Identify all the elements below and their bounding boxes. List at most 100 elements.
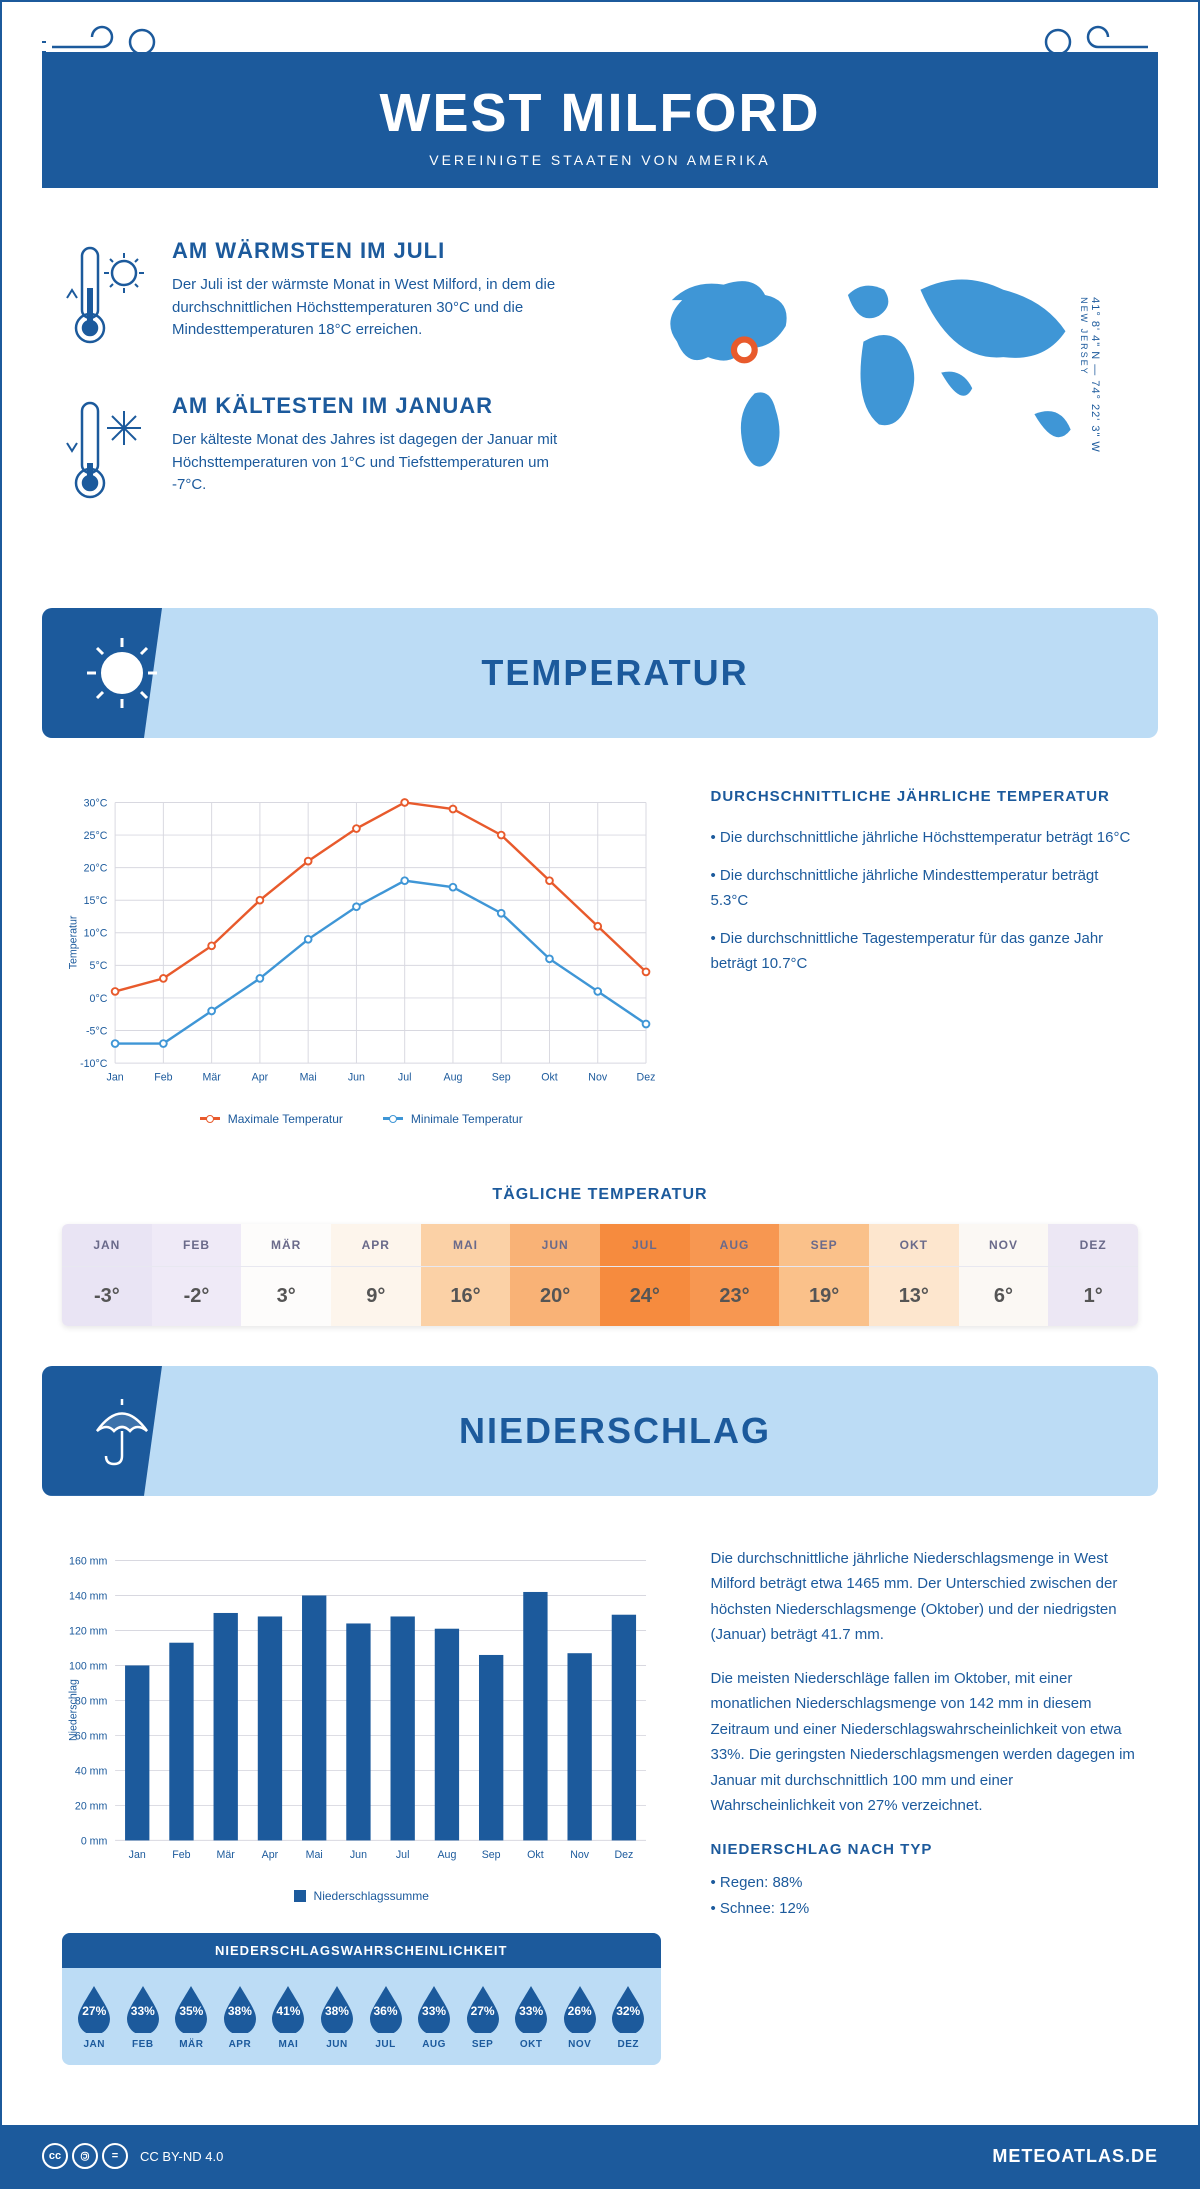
svg-text:25°C: 25°C <box>84 830 108 842</box>
temp-month-value: 13° <box>869 1267 959 1326</box>
precip-desc: Die meisten Niederschläge fallen im Okto… <box>711 1666 1139 1819</box>
coordinates: 41° 8' 4" N — 74° 22' 3" W NEW JERSEY <box>1079 297 1101 453</box>
umbrella-icon <box>82 1391 162 1471</box>
coldest-text: Der kälteste Monat des Jahres ist dagege… <box>172 429 580 497</box>
svg-text:Apr: Apr <box>262 1849 279 1861</box>
svg-text:Jul: Jul <box>398 1071 412 1083</box>
warmest-text: Der Juli ist der wärmste Monat in West M… <box>172 274 580 342</box>
svg-text:Mai: Mai <box>300 1071 317 1083</box>
svg-text:Apr: Apr <box>252 1071 269 1083</box>
prob-cell: 27% SEP <box>460 1983 505 2050</box>
temp-month-header: DEZ <box>1048 1224 1138 1267</box>
temp-month-header: MÄR <box>241 1224 331 1267</box>
temp-month-header: OKT <box>869 1224 959 1267</box>
temp-month-value: 9° <box>331 1267 421 1326</box>
daily-temp-grid: JANFEBMÄRAPRMAIJUNJULAUGSEPOKTNOVDEZ-3°-… <box>62 1224 1138 1326</box>
prob-cell: 33% OKT <box>509 1983 554 2050</box>
temp-month-header: SEP <box>779 1224 869 1267</box>
header-banner: WEST MILFORD VEREINIGTE STAATEN VON AMER… <box>42 52 1158 188</box>
svg-text:80 mm: 80 mm <box>75 1695 108 1707</box>
svg-text:Sep: Sep <box>492 1071 511 1083</box>
precipitation-bar-chart: 0 mm20 mm40 mm60 mm80 mm100 mm120 mm140 … <box>62 1546 661 1874</box>
svg-text:120 mm: 120 mm <box>69 1625 107 1637</box>
svg-text:Jun: Jun <box>348 1071 365 1083</box>
prob-cell: 33% AUG <box>412 1983 457 2050</box>
svg-text:Niederschlag: Niederschlag <box>67 1679 79 1741</box>
precip-rain: • Regen: 88% <box>711 1870 1139 1896</box>
precip-type-title: NIEDERSCHLAG NACH TYP <box>711 1837 1139 1863</box>
temp-month-value: 20° <box>510 1267 600 1326</box>
prob-cell: 32% DEZ <box>606 1983 651 2050</box>
thermometer-sun-icon <box>62 238 152 358</box>
svg-text:Feb: Feb <box>154 1071 172 1083</box>
prob-cell: 27% JAN <box>72 1983 117 2050</box>
warmest-fact: AM WÄRMSTEN IM JULI Der Juli ist der wär… <box>62 238 580 358</box>
svg-text:5°C: 5°C <box>90 960 108 972</box>
footer: cc 🄯 = CC BY-ND 4.0 METEOATLAS.DE <box>2 2125 1198 2187</box>
temp-month-value: 6° <box>959 1267 1049 1326</box>
svg-text:Mär: Mär <box>217 1849 236 1861</box>
site-name: METEOATLAS.DE <box>992 2146 1158 2167</box>
license-text: CC BY-ND 4.0 <box>140 2149 223 2164</box>
svg-text:Aug: Aug <box>444 1071 463 1083</box>
coldest-title: AM KÄLTESTEN IM JANUAR <box>172 393 580 419</box>
temp-month-value: 3° <box>241 1267 331 1326</box>
svg-text:Jan: Jan <box>129 1849 146 1861</box>
precip-probability-box: NIEDERSCHLAGSWAHRSCHEINLICHKEIT 27% JAN … <box>62 1933 661 2065</box>
temp-month-header: APR <box>331 1224 421 1267</box>
temp-month-header: AUG <box>690 1224 780 1267</box>
svg-text:0°C: 0°C <box>90 993 108 1005</box>
svg-text:Okt: Okt <box>527 1849 544 1861</box>
temp-month-value: -2° <box>152 1267 242 1326</box>
temperature-line-chart: -10°C -5°C 0°C 5°C 10°C 15°C 20°C 25°C 30°C Jan Fe… <box>62 788 661 1097</box>
svg-text:15°C: 15°C <box>84 895 108 907</box>
thermometer-snow-icon <box>62 393 152 513</box>
sun-icon <box>82 633 162 713</box>
temp-month-value: 24° <box>600 1267 690 1326</box>
temperature-header: TEMPERATUR <box>42 608 1158 738</box>
svg-text:Sep: Sep <box>482 1849 501 1861</box>
world-map: 41° 8' 4" N — 74° 22' 3" W NEW JERSEY <box>620 238 1138 512</box>
svg-text:Jan: Jan <box>107 1071 124 1083</box>
svg-text:20 mm: 20 mm <box>75 1800 108 1812</box>
svg-text:40 mm: 40 mm <box>75 1765 108 1777</box>
svg-text:160 mm: 160 mm <box>69 1555 107 1567</box>
temp-month-value: 1° <box>1048 1267 1138 1326</box>
temp-desc-item: • Die durchschnittliche jährliche Höchst… <box>711 825 1139 851</box>
svg-text:Dez: Dez <box>614 1849 633 1861</box>
svg-text:Nov: Nov <box>570 1849 590 1861</box>
svg-text:60 mm: 60 mm <box>75 1730 108 1742</box>
temp-month-value: -3° <box>62 1267 152 1326</box>
temp-desc-item: • Die durchschnittliche Tagestemperatur … <box>711 926 1139 977</box>
svg-text:Okt: Okt <box>541 1071 558 1083</box>
precip-snow: • Schnee: 12% <box>711 1896 1139 1922</box>
temp-month-header: MAI <box>421 1224 511 1267</box>
precip-desc: Die durchschnittliche jährliche Niedersc… <box>711 1546 1139 1648</box>
svg-text:-10°C: -10°C <box>80 1058 108 1070</box>
svg-text:20°C: 20°C <box>84 862 108 874</box>
page-title: WEST MILFORD <box>42 82 1158 144</box>
svg-text:Jul: Jul <box>396 1849 410 1861</box>
svg-text:Feb: Feb <box>172 1849 190 1861</box>
prob-cell: 38% APR <box>218 1983 263 2050</box>
legend-precip: Niederschlagssumme <box>294 1889 429 1903</box>
svg-text:140 mm: 140 mm <box>69 1590 107 1602</box>
temp-desc-title: DURCHSCHNITTLICHE JÄHRLICHE TEMPERATUR <box>711 788 1139 805</box>
svg-text:Mai: Mai <box>306 1849 323 1861</box>
svg-text:10°C: 10°C <box>84 928 108 940</box>
prob-cell: 35% MÄR <box>169 1983 214 2050</box>
prob-cell: 33% FEB <box>121 1983 166 2050</box>
temp-month-header: FEB <box>152 1224 242 1267</box>
legend-min: .legend-item:nth-child(2) .legend-swatch… <box>383 1112 523 1126</box>
prob-cell: 36% JUL <box>363 1983 408 2050</box>
svg-text:-5°C: -5°C <box>86 1025 108 1037</box>
temp-month-header: JUN <box>510 1224 600 1267</box>
coldest-fact: AM KÄLTESTEN IM JANUAR Der kälteste Mona… <box>62 393 580 513</box>
svg-text:Temperatur: Temperatur <box>67 915 79 969</box>
svg-text:Nov: Nov <box>588 1071 608 1083</box>
svg-text:100 mm: 100 mm <box>69 1660 107 1672</box>
page-subtitle: VEREINIGTE STAATEN VON AMERIKA <box>42 152 1158 168</box>
warmest-title: AM WÄRMSTEN IM JULI <box>172 238 580 264</box>
precipitation-header: NIEDERSCHLAG <box>42 1366 1158 1496</box>
svg-text:30°C: 30°C <box>84 797 108 809</box>
